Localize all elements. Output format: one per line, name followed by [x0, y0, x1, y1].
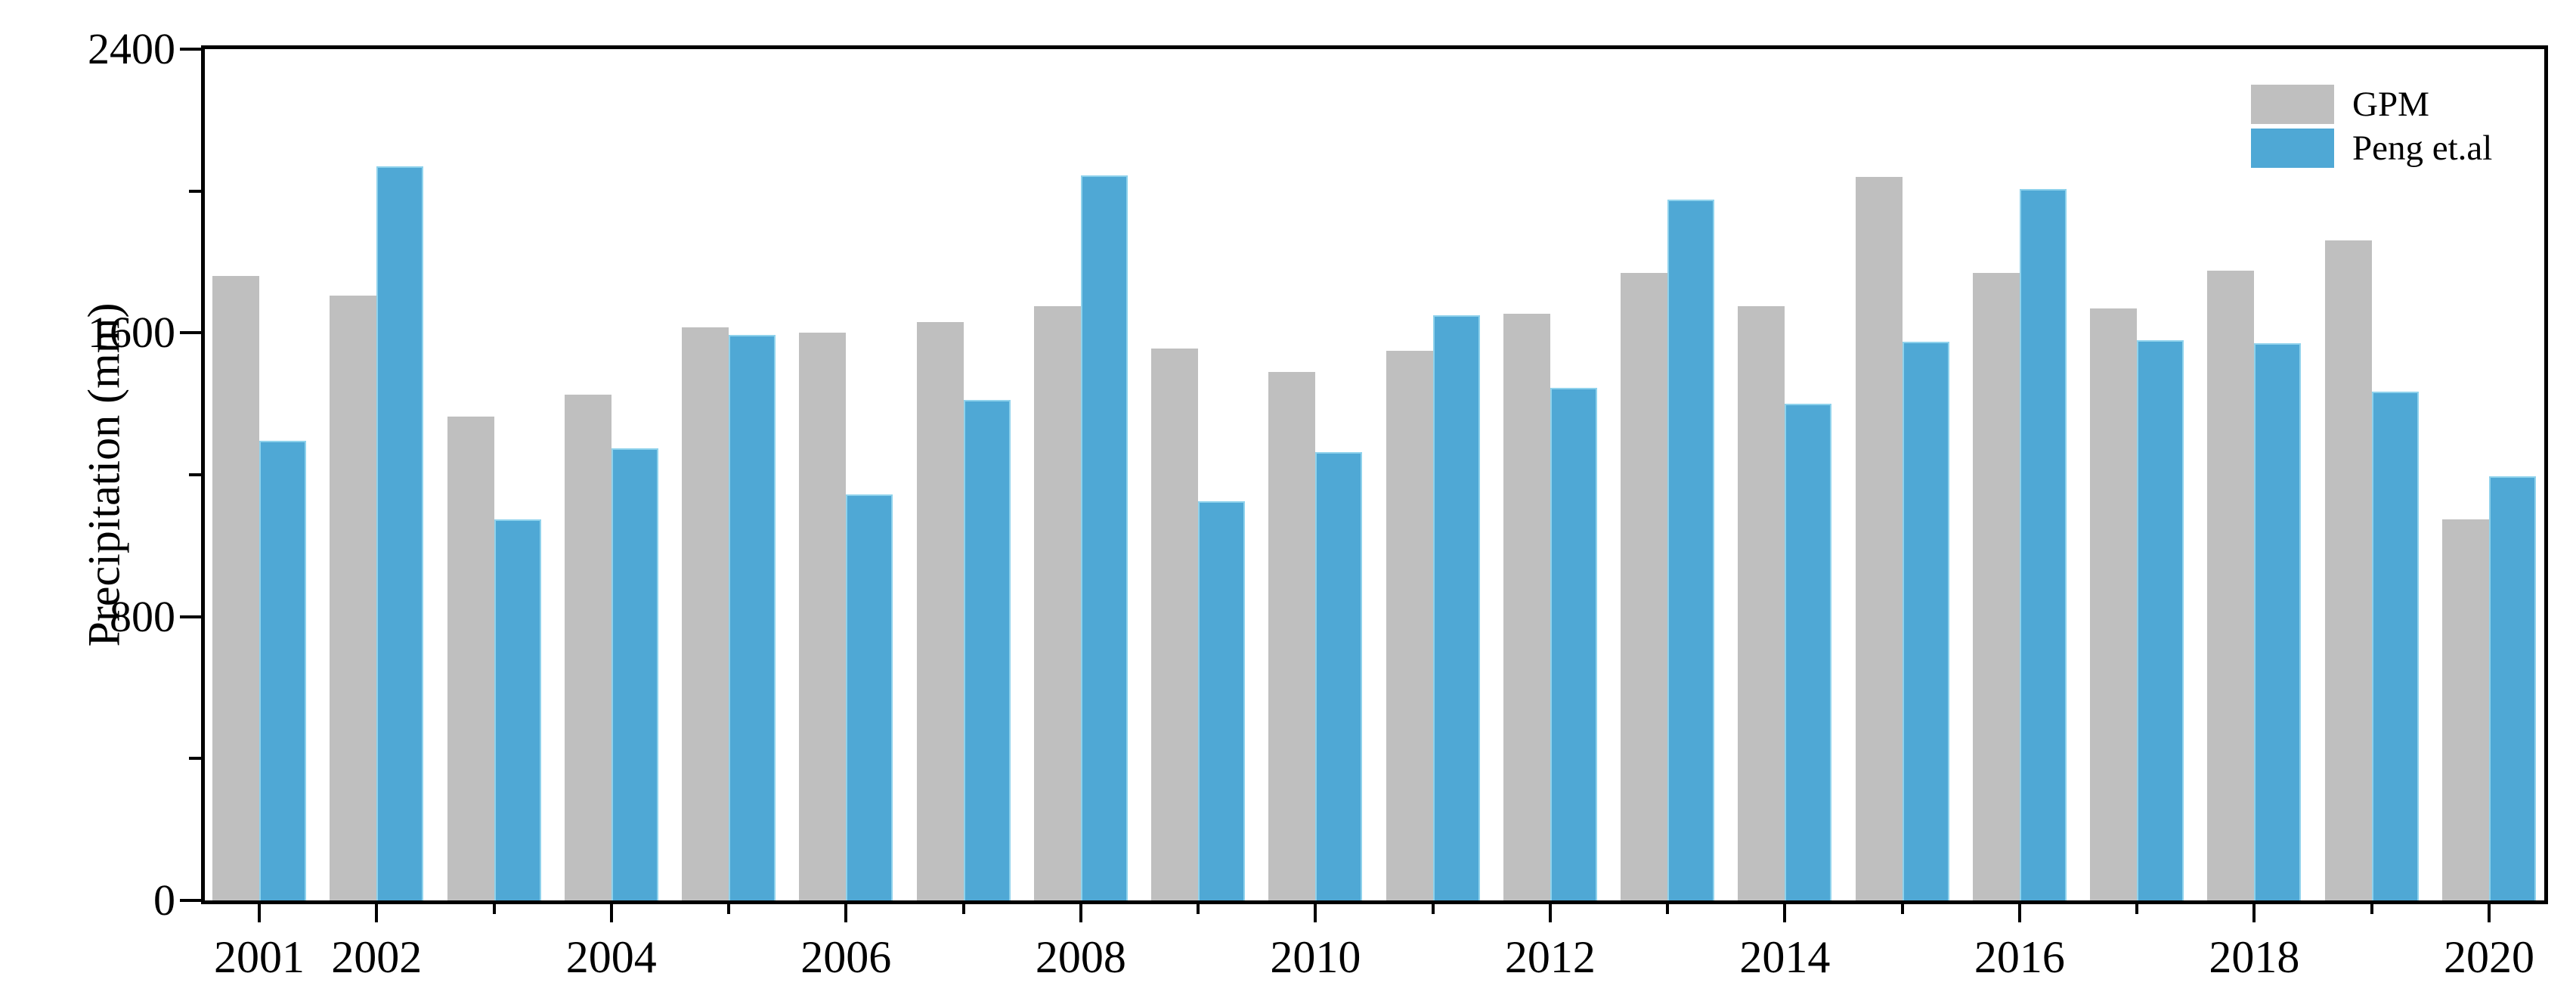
bar-gpm-2017 — [2090, 308, 2138, 900]
bar-gpm-2013 — [1621, 272, 1668, 900]
x-tick-label-2004: 2004 — [565, 932, 657, 982]
y-tick-2400 — [180, 48, 201, 51]
bar-gpm-2003 — [447, 416, 494, 900]
x-tick-label-2018: 2018 — [2209, 932, 2300, 982]
bar-peng-2008 — [1080, 175, 1128, 900]
bar-peng-2015 — [1902, 342, 1949, 900]
bar-gpm-2011 — [1386, 350, 1433, 900]
y-tick-1600 — [180, 331, 201, 335]
bar-peng-2005 — [729, 334, 776, 900]
x-tick-2016 — [2017, 904, 2021, 922]
bar-peng-2016 — [2019, 189, 2067, 900]
bar-gpm-2009 — [1151, 349, 1199, 900]
y-minor-tick-400 — [189, 757, 201, 761]
y-minor-tick-2000 — [189, 189, 201, 193]
bar-gpm-2005 — [682, 327, 729, 900]
bar-peng-2013 — [1667, 200, 1715, 900]
x-minor-tick-2007 — [961, 904, 965, 914]
bar-peng-2003 — [494, 519, 541, 900]
bar-peng-2017 — [2137, 339, 2184, 900]
bar-gpm-2001 — [212, 276, 259, 900]
legend-item-gpm: GPM — [2251, 85, 2492, 124]
x-minor-tick-2003 — [492, 904, 496, 914]
x-minor-tick-2017 — [2135, 904, 2139, 914]
x-tick-label-2006: 2006 — [800, 932, 892, 982]
bar-gpm-2002 — [330, 296, 377, 900]
bar-peng-2009 — [1198, 501, 1246, 900]
x-tick-label-2014: 2014 — [1739, 932, 1831, 982]
bar-gpm-2014 — [1738, 306, 1785, 900]
bar-peng-2020 — [2488, 476, 2536, 900]
bar-gpm-2004 — [564, 395, 611, 900]
x-minor-tick-2011 — [1431, 904, 1435, 914]
x-tick-2014 — [1783, 904, 1787, 922]
x-tick-2008 — [1079, 904, 1082, 922]
x-tick-2004 — [609, 904, 613, 922]
peng-swatch-icon — [2251, 129, 2334, 168]
bar-peng-2006 — [846, 494, 893, 900]
bar-gpm-2018 — [2207, 271, 2255, 900]
x-tick-label-2016: 2016 — [1974, 932, 2065, 982]
bar-peng-2004 — [611, 448, 658, 900]
bar-peng-2014 — [1785, 404, 1832, 900]
bar-peng-2019 — [2371, 391, 2419, 900]
legend: GPM Peng et.al — [2251, 85, 2492, 168]
x-minor-tick-2005 — [727, 904, 731, 914]
x-tick-2001 — [258, 904, 261, 922]
x-tick-2010 — [1314, 904, 1317, 922]
gpm-swatch-icon — [2251, 85, 2334, 124]
x-tick-2020 — [2487, 904, 2491, 922]
x-minor-tick-2013 — [1666, 904, 1670, 914]
bar-peng-2010 — [1315, 451, 1363, 900]
bar-gpm-2015 — [1855, 176, 1903, 900]
x-tick-label-2001: 2001 — [214, 932, 305, 982]
y-tick-800 — [180, 615, 201, 618]
bar-peng-2012 — [1550, 388, 1597, 900]
bar-gpm-2019 — [2324, 240, 2372, 900]
plot-area — [201, 45, 2548, 904]
x-tick-label-2020: 2020 — [2443, 932, 2534, 982]
x-tick-label-2010: 2010 — [1270, 932, 1361, 982]
legend-item-peng: Peng et.al — [2251, 129, 2492, 168]
x-tick-2002 — [375, 904, 379, 922]
bar-gpm-2010 — [1268, 371, 1316, 900]
bar-peng-2001 — [259, 441, 306, 900]
x-tick-label-2008: 2008 — [1035, 932, 1126, 982]
legend-label-gpm: GPM — [2352, 85, 2429, 124]
bar-gpm-2020 — [2441, 519, 2489, 900]
bar-gpm-2006 — [799, 333, 847, 900]
x-tick-2006 — [844, 904, 848, 922]
bar-peng-2002 — [376, 166, 424, 900]
x-minor-tick-2009 — [1197, 904, 1200, 914]
x-tick-2012 — [1548, 904, 1552, 922]
bar-gpm-2012 — [1503, 313, 1550, 900]
bar-peng-2007 — [963, 400, 1011, 900]
x-tick-label-2012: 2012 — [1504, 932, 1596, 982]
bar-peng-2018 — [2254, 343, 2302, 900]
bar-gpm-2007 — [916, 322, 964, 900]
y-tick-0 — [180, 899, 201, 902]
y-tick-label-2400: 2400 — [88, 24, 175, 73]
x-tick-label-2002: 2002 — [331, 932, 423, 982]
x-minor-tick-2015 — [1900, 904, 1904, 914]
x-minor-tick-2019 — [2370, 904, 2373, 914]
x-tick-2018 — [2252, 904, 2256, 922]
y-tick-label-1600: 1600 — [88, 308, 175, 358]
bar-gpm-2008 — [1033, 306, 1081, 900]
bar-gpm-2016 — [1972, 272, 2020, 900]
y-minor-tick-1200 — [189, 473, 201, 476]
bar-peng-2011 — [1432, 315, 1480, 900]
y-tick-label-0: 0 — [153, 875, 175, 925]
legend-label-peng: Peng et.al — [2352, 129, 2493, 168]
y-tick-label-800: 800 — [110, 591, 175, 641]
